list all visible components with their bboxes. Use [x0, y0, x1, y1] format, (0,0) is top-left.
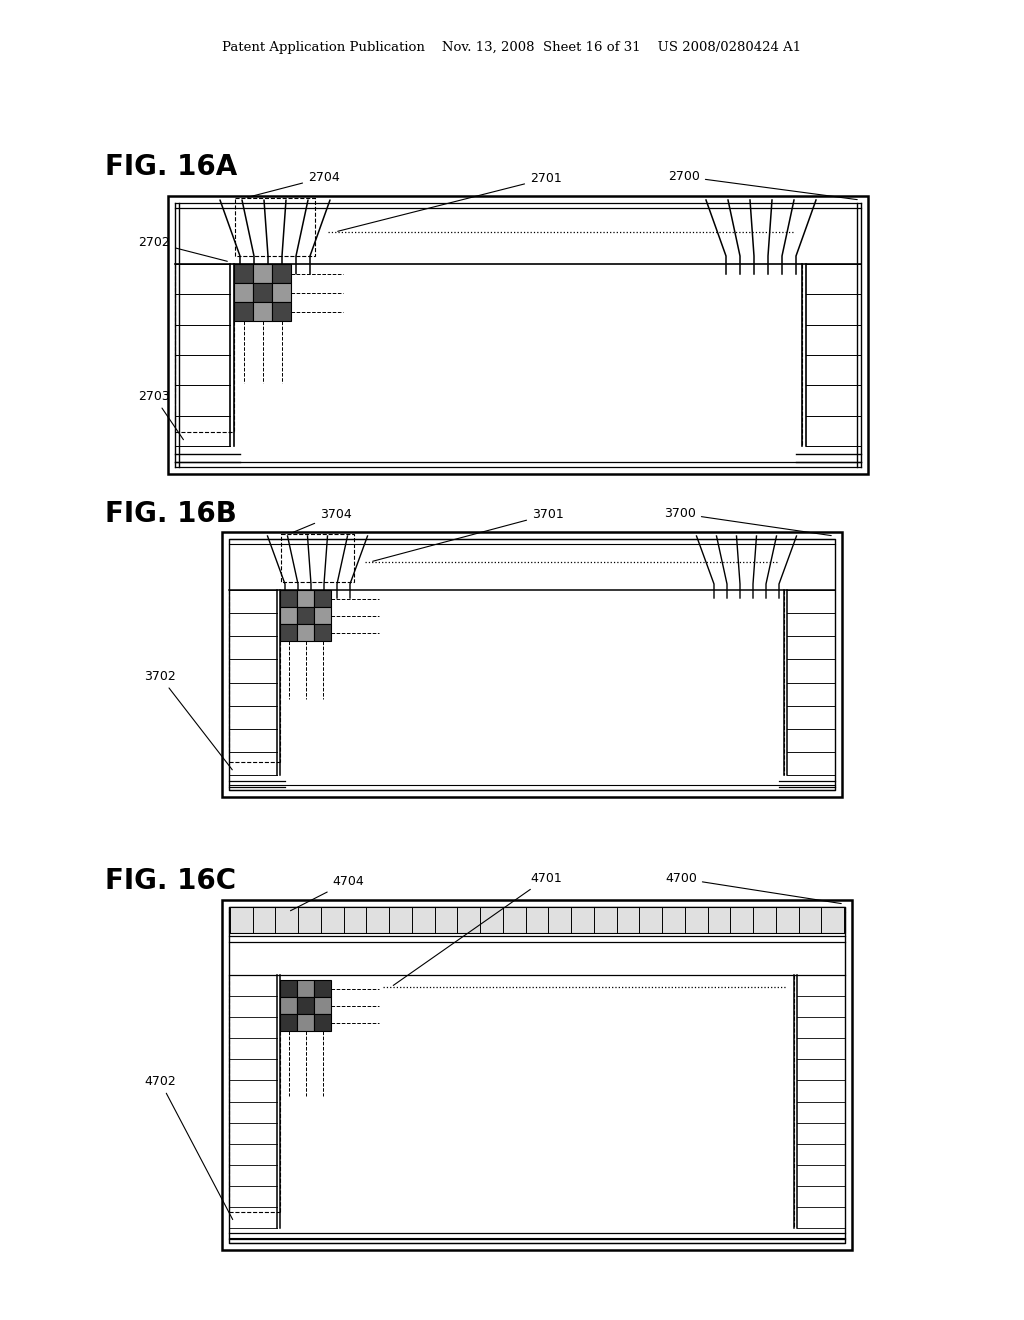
Bar [272, 264, 291, 282]
Bar [297, 997, 314, 1014]
Bar [229, 907, 845, 1243]
Text: Patent Application Publication    Nov. 13, 2008  Sheet 16 of 31    US 2008/02804: Patent Application Publication Nov. 13, … [222, 41, 802, 54]
Bar [297, 979, 314, 997]
Text: 2701: 2701 [338, 172, 562, 231]
Text: 4704: 4704 [291, 875, 364, 911]
Bar [280, 979, 297, 997]
Bar [297, 590, 314, 607]
Bar [297, 624, 314, 642]
Bar [253, 264, 272, 282]
Bar [314, 590, 331, 607]
Bar [253, 302, 272, 321]
Text: 3700: 3700 [664, 507, 831, 536]
Text: 3704: 3704 [292, 508, 352, 533]
Bar [222, 900, 852, 1250]
Bar [229, 907, 845, 933]
Bar [168, 195, 868, 474]
Text: 3702: 3702 [144, 671, 232, 770]
Bar [253, 282, 272, 302]
Bar [280, 607, 297, 624]
Bar [222, 532, 842, 797]
Bar [280, 624, 297, 642]
Bar [234, 198, 315, 256]
Bar [281, 535, 354, 582]
Text: 4700: 4700 [665, 873, 842, 904]
Bar [234, 302, 253, 321]
Bar [314, 607, 331, 624]
Text: FIG. 16A: FIG. 16A [105, 153, 238, 181]
Text: FIG. 16C: FIG. 16C [105, 867, 237, 895]
Text: 2704: 2704 [248, 172, 340, 197]
Bar [280, 997, 297, 1014]
Text: 4702: 4702 [144, 1074, 232, 1220]
Bar [272, 302, 291, 321]
Bar [280, 1014, 297, 1031]
Bar [314, 979, 331, 997]
Bar [234, 264, 253, 282]
Text: 2702: 2702 [138, 236, 227, 261]
Bar [229, 539, 835, 789]
Bar [272, 282, 291, 302]
Text: 4701: 4701 [393, 873, 562, 986]
Bar [297, 607, 314, 624]
Text: 2703: 2703 [138, 389, 183, 440]
Text: FIG. 16B: FIG. 16B [105, 500, 237, 528]
Text: 2700: 2700 [668, 170, 857, 199]
Bar [314, 997, 331, 1014]
Text: 3701: 3701 [373, 508, 564, 561]
Bar [297, 1014, 314, 1031]
Bar [234, 282, 253, 302]
Bar [314, 1014, 331, 1031]
Bar [314, 624, 331, 642]
Bar [280, 590, 297, 607]
